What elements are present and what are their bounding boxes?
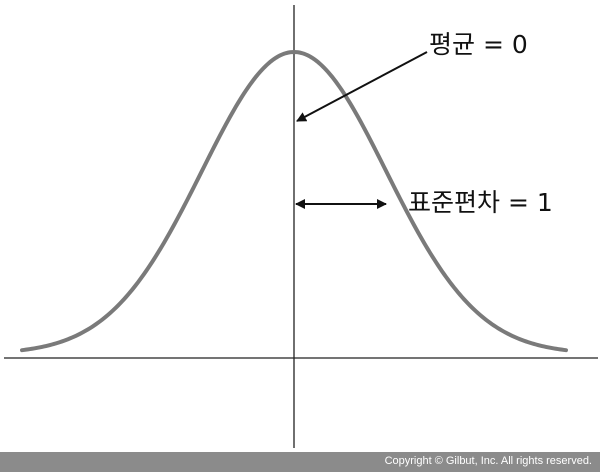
copyright-text: Copyright © Gilbut, Inc. All rights rese… (384, 455, 592, 467)
std-dev-label: 표준편차 = 1 (408, 188, 553, 217)
bell-curve (20, 49, 568, 353)
mean-pointer-arrow (296, 51, 428, 122)
copyright-footer: Copyright © Gilbut, Inc. All rights rese… (0, 452, 600, 472)
mean-label: 평균 = 0 (429, 30, 528, 59)
normal-distribution-diagram (4, 5, 598, 448)
